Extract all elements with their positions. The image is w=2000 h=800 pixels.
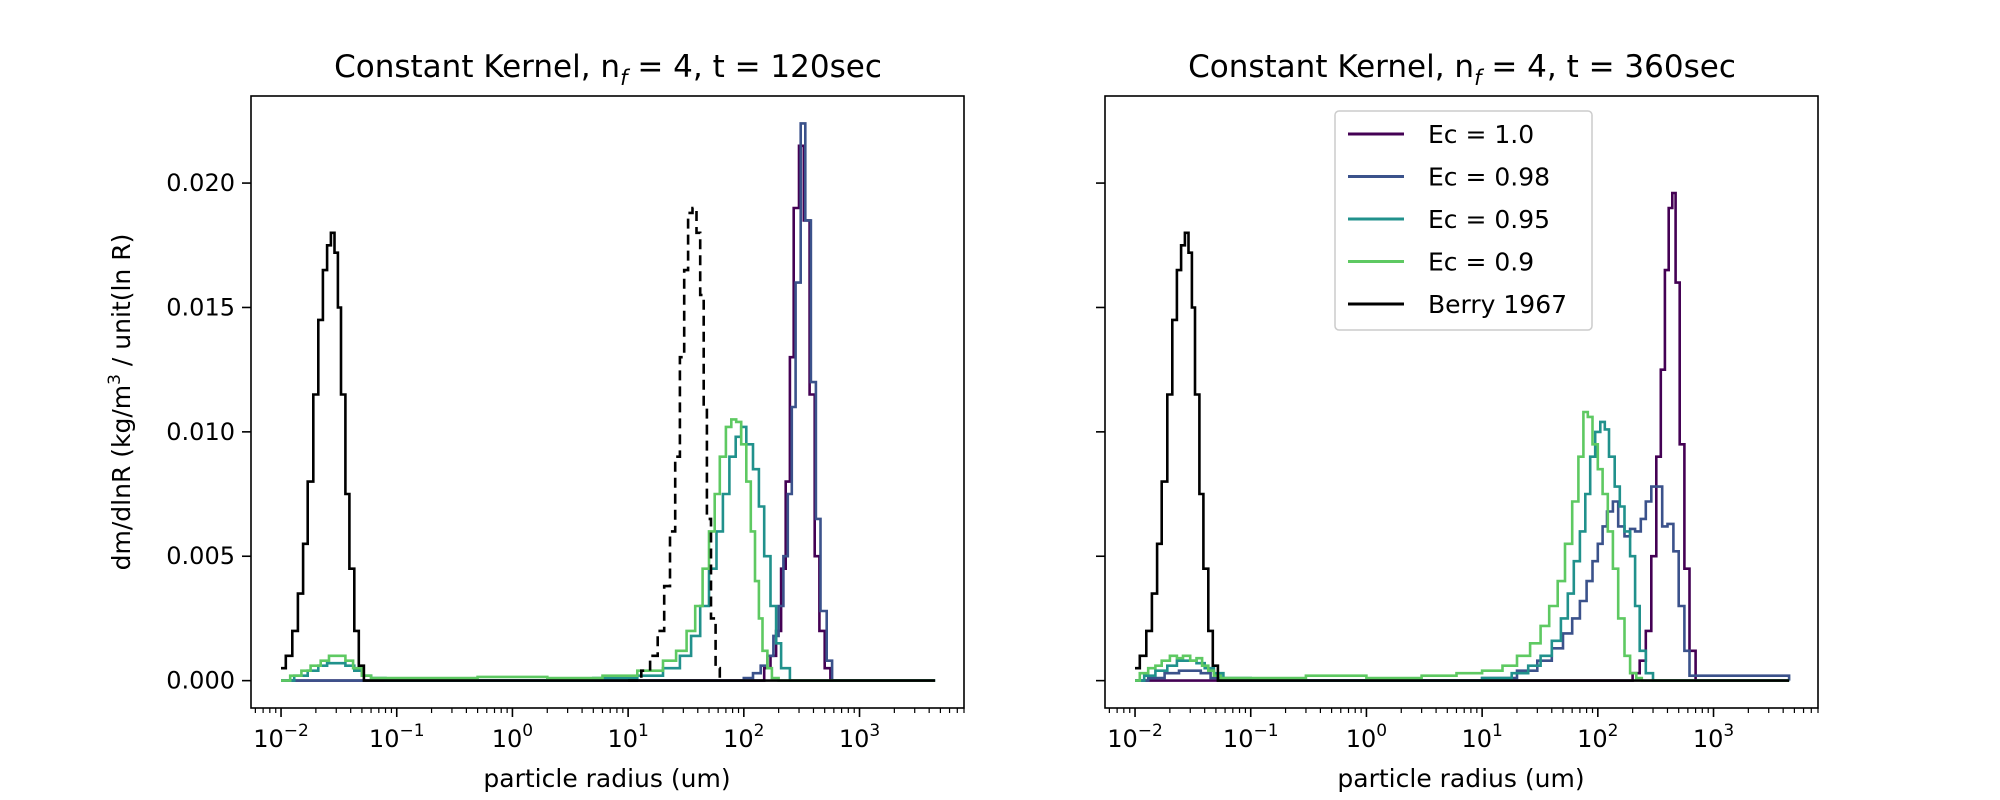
right-panel-title: Constant Kernel, nf = 4, t = 360sec <box>1188 49 1736 90</box>
series-line-ec_0-95 <box>1135 420 1790 682</box>
left-x-axis-label: particle radius (um) <box>483 764 730 793</box>
legend-label: Ec = 0.98 <box>1428 163 1550 192</box>
series-line-ec_0-95 <box>281 425 936 682</box>
legend-label: Berry 1967 <box>1428 290 1567 319</box>
legend-label: Ec = 0.9 <box>1428 248 1534 277</box>
x-tick-label: 10−2 <box>1107 721 1163 753</box>
x-tick-label: 103 <box>839 721 880 753</box>
left-y-ticks: 0.000 0.005 0.010 0.015 0.020 <box>166 169 251 695</box>
x-tick-label: 10−1 <box>369 721 425 753</box>
right-x-axis-label: particle radius (um) <box>1337 764 1584 793</box>
left-x-ticks: 10−2 10−1 100 101 102 103 <box>253 708 965 753</box>
legend-label: Ec = 1.0 <box>1428 120 1534 149</box>
x-tick-label: 100 <box>1346 721 1387 753</box>
y-axis-label: dm/dlnR (kg/m3 / unit(ln R) <box>105 234 136 571</box>
y-tick-label: 0.000 <box>166 667 235 695</box>
right-x-ticks: 10−2 10−1 100 101 102 103 <box>1107 708 1819 753</box>
legend-box <box>1334 110 1593 331</box>
left-series-layer <box>281 122 936 682</box>
left-plot-frame <box>250 95 965 709</box>
series-line-ec_0-98 <box>281 122 936 682</box>
left-panel: Constant Kernel, nf = 4, t = 120sec 10−2… <box>105 49 965 793</box>
series-line-berry <box>281 231 936 682</box>
y-tick-label: 0.005 <box>166 542 235 570</box>
x-tick-label: 101 <box>607 721 648 753</box>
series-line-ec_1-0 <box>1135 191 1790 682</box>
series-line-ec_1-0 <box>281 144 936 682</box>
y-tick-label: 0.015 <box>166 293 235 321</box>
y-tick-label: 0.010 <box>166 418 235 446</box>
x-tick-label: 103 <box>1693 721 1734 753</box>
right-plot-frame <box>1104 95 1819 709</box>
x-tick-label: 100 <box>492 721 533 753</box>
series-line-ec_0-9 <box>1135 410 1790 682</box>
x-tick-label: 10−1 <box>1223 721 1279 753</box>
legend-entries: Ec = 1.0 Ec = 0.98 Ec = 0.95 Ec = 0.9 Berry … <box>1348 120 1567 319</box>
right-panel: Constant Kernel, nf = 4, t = 360sec 10−2… <box>1096 49 1819 793</box>
x-tick-label: 101 <box>1461 721 1502 753</box>
left-panel-title: Constant Kernel, nf = 4, t = 120sec <box>334 49 882 90</box>
series-line-berry <box>1135 231 1790 682</box>
right-y-ticks <box>1096 182 1105 682</box>
x-tick-label: 10−2 <box>253 721 309 753</box>
y-tick-label: 0.020 <box>166 169 235 197</box>
x-tick-label: 102 <box>723 721 764 753</box>
legend-label: Ec = 0.95 <box>1428 205 1550 234</box>
series-line-berry-dashed <box>628 206 722 682</box>
x-tick-label: 102 <box>1577 721 1618 753</box>
legend: Ec = 1.0 Ec = 0.98 Ec = 0.95 Ec = 0.9 Berry … <box>1334 110 1593 331</box>
series-line-ec_0-9 <box>281 418 936 682</box>
right-series-layer <box>1135 191 1791 682</box>
